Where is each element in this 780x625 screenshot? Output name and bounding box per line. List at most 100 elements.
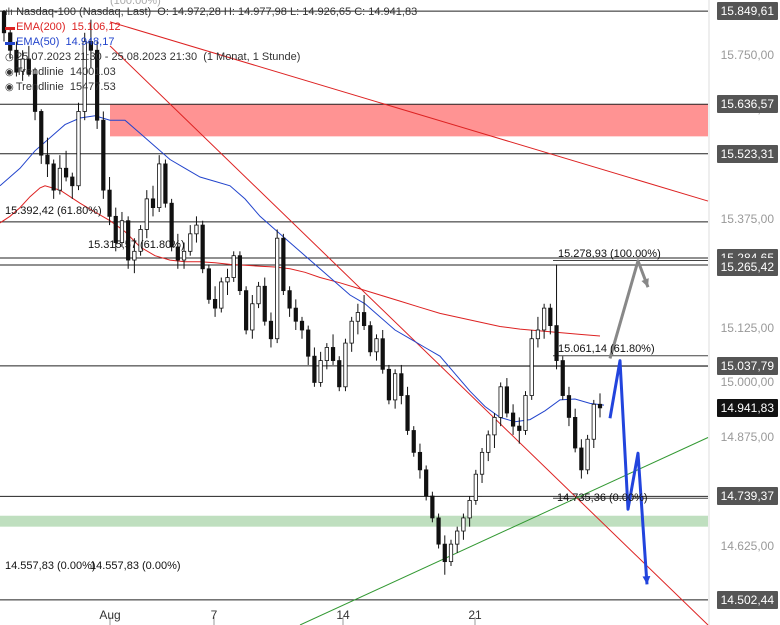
legend-trend2-label: Trendlinie: [15, 81, 64, 93]
support-zone: [0, 515, 708, 527]
y-tick-label: 15.000,00: [720, 375, 774, 390]
candle-body: [194, 224, 199, 235]
price-level-tag: 14.502,44: [716, 590, 778, 609]
candle-body: [268, 320, 274, 340]
candle-body: [380, 338, 385, 370]
candle-body: [579, 447, 584, 471]
candle-body: [393, 373, 398, 401]
x-tick-label: 7: [210, 608, 218, 622]
fib-level-label: 15.278,93 (100.00%): [558, 247, 661, 260]
candle-body: [32, 73, 38, 112]
candle-body: [510, 412, 516, 427]
candle-body: [45, 154, 50, 165]
candle-body: [504, 386, 509, 414]
candle-body: [244, 290, 249, 331]
legend-title: Nasdaq-100 (Nasdaq, Last): [16, 6, 152, 18]
projection-arrowhead: [641, 278, 649, 288]
candle-body: [299, 320, 305, 331]
projection-arrowhead: [642, 576, 651, 585]
projection-path: [608, 259, 650, 359]
y-tick-label: 15.375,00: [720, 211, 774, 226]
projection-arrows: [608, 259, 651, 585]
ema200-line: [0, 185, 601, 337]
candle-body: [287, 290, 292, 309]
last-price-tag: 14.941,83: [716, 398, 778, 417]
candle-body: [8, 32, 13, 51]
candle-body: [231, 255, 236, 278]
candle-body: [163, 163, 168, 204]
legend-ema50-value: 14.948,17: [65, 36, 115, 48]
legend-trend2-value: 15477.53: [69, 81, 116, 93]
fib-level-label: 15.392,42 (61.80%): [5, 204, 102, 217]
candle-body: [51, 163, 56, 191]
candle-body: [150, 198, 156, 209]
candle-body: [535, 329, 541, 340]
candle-body: [455, 530, 460, 545]
candle-body: [20, 58, 25, 72]
candle-body: [76, 111, 81, 187]
candle-body: [138, 229, 143, 252]
candle-body: [349, 320, 354, 344]
fib-level-label: 14.557,83 (0.00%): [5, 559, 96, 572]
candle-body: [473, 473, 478, 501]
candle-body: [1, 11, 7, 34]
candle-body: [250, 303, 255, 331]
candle-body: [293, 307, 298, 322]
candle-body: [411, 430, 416, 453]
candlestick-icon: ılı: [5, 7, 13, 18]
candle-body: [368, 325, 373, 353]
candle-body: [256, 285, 261, 305]
price-level-tag: 15.037,79: [716, 356, 778, 375]
legend-range-row: ◷ 25.07.2023 21:30 - 25.08.2023 21:30 (1…: [5, 50, 417, 65]
candle-body: [281, 237, 286, 292]
candle-body: [430, 495, 435, 519]
ema50-line: [0, 115, 605, 423]
legend-ema50-label: EMA(50): [16, 36, 60, 48]
fib-level-label: (100.00%): [110, 0, 161, 8]
legend-ohlc: O: 14.972,28 H: 14.977,98 L: 14.926,65 C…: [157, 6, 418, 18]
clock-icon: ◷: [5, 52, 14, 63]
y-tick-label: 15.750,00: [720, 47, 774, 62]
candle-body: [95, 49, 100, 121]
trendline: [109, 45, 709, 625]
projection-path: [608, 359, 649, 585]
legend-trend2-row: ◉ Trendlinie 15477.53: [5, 80, 417, 95]
fib-level-label: 15.061,14 (61.80%): [558, 342, 655, 355]
candle-body: [175, 246, 180, 261]
candle-body: [542, 307, 547, 331]
candle-body: [405, 395, 410, 431]
x-tick-label: 14: [336, 608, 350, 622]
candle-body: [237, 255, 243, 292]
candle-body: [169, 202, 174, 248]
candlesticks: [1, 10, 603, 575]
candle-body: [181, 250, 187, 261]
legend-title-row: ılı Nasdaq-100 (Nasdaq, Last) O: 14.972,…: [5, 5, 417, 20]
candle-body: [132, 250, 137, 261]
legend-ema200-value: 15.106,12: [71, 21, 121, 33]
legend-ema50-row: ▬ EMA(50) 14.948,17: [5, 35, 417, 50]
candle-body: [57, 167, 62, 191]
candle-body: [324, 347, 329, 361]
legend-period: (1 Monat, 1 Stunde): [203, 51, 301, 63]
fib-level-label: 15.315,57 (61.80%): [88, 238, 185, 251]
chart-zones: [0, 104, 708, 527]
x-tick-label: 21: [468, 608, 482, 622]
candle-body: [70, 176, 75, 187]
candle-body: [517, 425, 522, 431]
candle-body: [88, 41, 94, 51]
candle-body: [306, 329, 311, 357]
candle-body: [219, 281, 224, 309]
candle-body: [523, 395, 528, 431]
legend-trend1-label: Trendlinie: [15, 66, 64, 78]
candle-body: [424, 469, 429, 497]
candle-body: [200, 224, 205, 270]
horizontal-level-lines: [0, 10, 708, 601]
fib-level-label: 14.735,36 (0.00%): [557, 492, 648, 505]
y-tick-label: 14.875,00: [720, 430, 774, 445]
y-tick-label: 15.125,00: [720, 320, 774, 335]
legend-ema200-row: ▬ EMA(200) 15.106,12: [5, 20, 417, 35]
candle-body: [225, 277, 230, 283]
candle-body: [498, 386, 503, 418]
candle-body: [157, 163, 162, 209]
